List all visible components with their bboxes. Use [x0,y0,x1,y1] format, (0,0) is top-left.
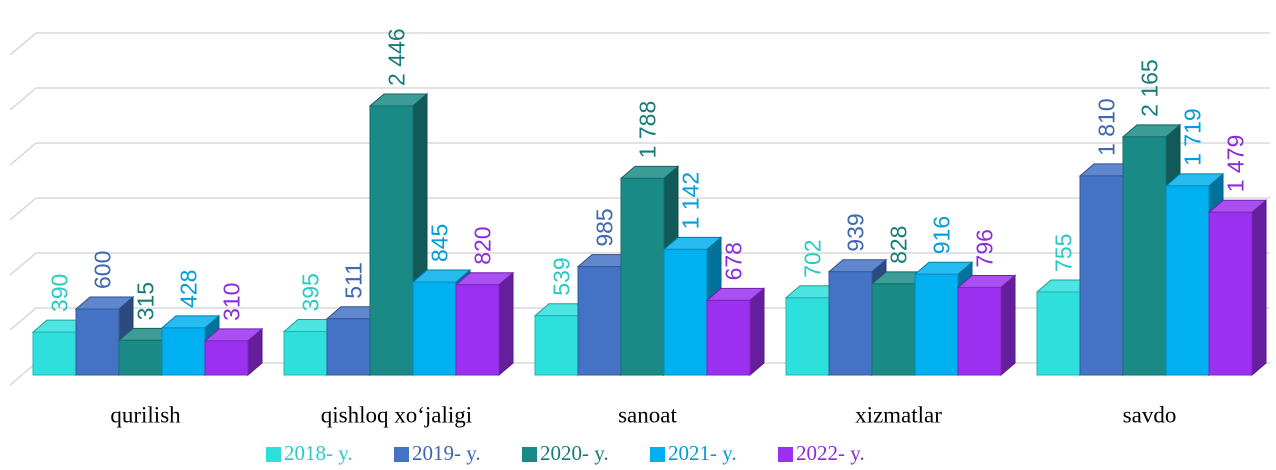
bar-front [75,308,120,376]
bar-side [498,271,514,377]
value-label: 395 [298,273,324,311]
legend-swatch [266,447,281,462]
value-label: 796 [972,229,998,267]
x-tick-label: xizmatlar [855,402,942,427]
legend-label: 2019- y. [412,441,481,465]
bar-front [204,340,249,376]
bar-front [32,331,77,376]
legend-swatch [522,447,537,462]
value-label: 845 [427,224,453,262]
bar-front [283,331,328,376]
value-label: 939 [843,213,869,251]
bar-front [663,248,708,376]
x-tick-label: savdo [1123,402,1177,427]
bar-front [620,177,665,376]
value-label: 1 788 [635,101,661,159]
value-label: 1 479 [1223,135,1249,193]
bar-front [1036,291,1081,376]
bar-front [828,271,873,376]
bar-front [118,339,163,376]
bar [956,274,1017,377]
x-tick-label: qishloq xo‘jaligi [321,402,472,427]
legend-swatch [650,447,665,462]
legend-label: 2021- y. [668,441,737,465]
grid-line [9,197,1270,221]
value-label: 511 [341,262,367,299]
bar-side [1251,199,1267,377]
grid-line [9,142,1270,166]
bar-front [534,315,579,376]
value-label: 1 142 [678,172,704,230]
bar-front [785,297,830,376]
bar [705,287,766,377]
bar [662,236,723,377]
legend-swatch [778,447,793,462]
value-label: 755 [1051,234,1077,272]
bar-front [871,283,916,376]
bar-front [1079,175,1124,376]
value-label: 1 810 [1094,98,1120,156]
grid-line [9,252,1270,276]
value-label: 916 [929,216,955,254]
legend-label: 2022- y. [796,441,865,465]
bar-front [326,318,371,376]
value-label: 828 [886,226,912,264]
bar-front [369,105,414,376]
bar-front [161,327,206,376]
bar [1207,199,1268,377]
value-label: 539 [549,257,575,295]
value-label: 310 [219,283,245,321]
x-tick-label: sanoat [618,402,677,427]
grid-line [9,87,1270,111]
bar-front [914,273,959,376]
value-label: 985 [592,208,618,246]
bar [368,92,429,377]
bar-front [412,281,457,376]
bar-front [455,284,500,376]
value-label: 600 [90,251,116,289]
value-label: 390 [47,274,73,312]
legend-label: 2018- y. [284,441,353,465]
value-label: 2 446 [384,28,410,86]
bar-front [1208,211,1253,376]
legend-swatch [394,447,409,462]
bar [203,327,264,377]
value-label: 702 [800,239,826,277]
grid-line [9,32,1270,56]
bar-side [749,287,765,377]
bar-front [1122,136,1167,376]
x-tick-label: qurilish [110,402,181,427]
bar-front [577,266,622,376]
bar-side [1000,274,1016,377]
bar-front [706,299,751,376]
value-label: 820 [470,226,496,264]
legend-label: 2020- y. [540,441,609,465]
value-label: 2 165 [1137,59,1163,117]
bar-front [957,286,1002,376]
bar [454,271,515,377]
value-label: 678 [721,242,747,280]
bar-front [1165,185,1210,376]
value-label: 428 [176,270,202,308]
value-label: 315 [133,282,159,320]
value-label: 1 719 [1180,108,1206,166]
